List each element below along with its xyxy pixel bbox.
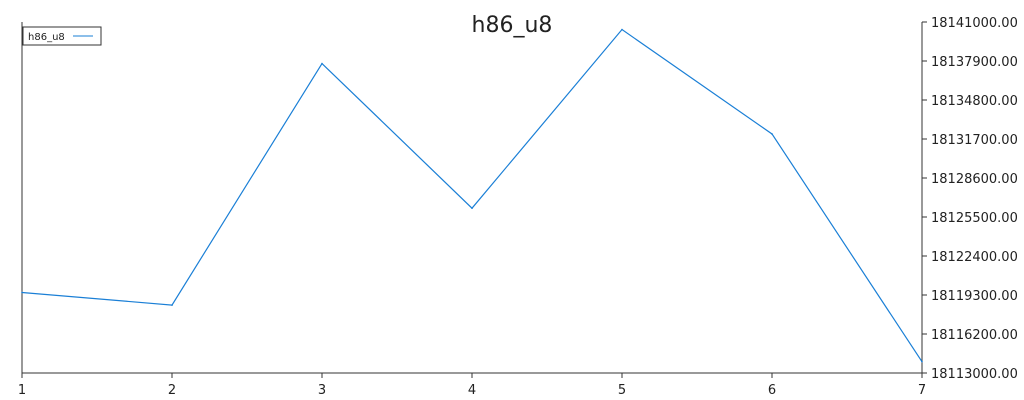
y-tick-label: 18122400.00 bbox=[931, 250, 1018, 265]
series-line bbox=[21, 28, 923, 363]
y-tick-label: 18141000.00 bbox=[931, 16, 1018, 31]
data-point bbox=[321, 62, 323, 65]
x-tick-label: 7 bbox=[918, 383, 926, 398]
axes bbox=[21, 22, 923, 374]
x-axis-ticks: 1 2 3 4 5 6 7 bbox=[18, 373, 926, 398]
legend-box bbox=[22, 26, 102, 46]
y-tick-label: 18125500.00 bbox=[931, 211, 1018, 226]
x-tick-label: 2 bbox=[168, 383, 176, 398]
y-axis-ticks: 18113000.00 18116200.00 18119300.00 1812240… bbox=[922, 16, 1018, 382]
y-tick-label: 18134800.00 bbox=[931, 94, 1018, 109]
y-tick-label: 18113000.00 bbox=[931, 367, 1018, 382]
x-tick-label: 6 bbox=[768, 383, 776, 398]
legend: h86_u8 bbox=[22, 26, 102, 46]
y-tick-label: 18131700.00 bbox=[931, 133, 1018, 148]
data-point bbox=[621, 28, 623, 31]
data-point bbox=[171, 304, 173, 306]
x-tick-label: 5 bbox=[618, 383, 626, 398]
x-tick-label: 3 bbox=[318, 383, 326, 398]
data-point bbox=[771, 133, 773, 135]
series-layer bbox=[21, 28, 923, 363]
chart-title: h86_u8 bbox=[472, 13, 553, 38]
y-tick-label: 18119300.00 bbox=[931, 289, 1018, 304]
x-tick-label: 4 bbox=[468, 383, 476, 398]
x-tick-label: 1 bbox=[18, 383, 26, 398]
legend-label: h86_u8 bbox=[28, 32, 65, 43]
y-tick-label: 18128600.00 bbox=[931, 172, 1018, 187]
data-point bbox=[21, 291, 23, 294]
y-tick-label: 18137900.00 bbox=[931, 55, 1018, 70]
data-point bbox=[471, 207, 473, 209]
y-tick-label: 18116200.00 bbox=[931, 328, 1018, 343]
data-point bbox=[921, 360, 923, 363]
